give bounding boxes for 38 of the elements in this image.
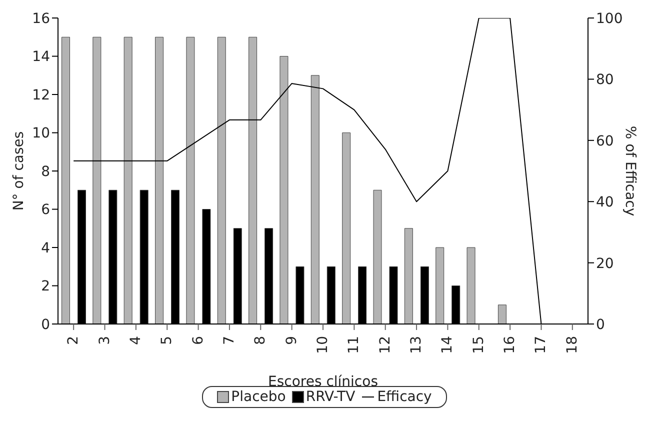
y-tick-label: 14	[32, 49, 50, 66]
x-tick-label: 8	[252, 336, 269, 345]
x-tick-label: 2	[66, 336, 82, 345]
y2-tick-label: 100	[596, 10, 623, 27]
x-tick-label: 14	[440, 336, 456, 354]
y-tick-label: 16	[32, 10, 50, 27]
x-tick-label: 5	[159, 336, 176, 345]
x-tick-label: 3	[96, 336, 113, 345]
x-tick-label: 6	[190, 336, 206, 345]
x-tick-label: 17	[533, 336, 550, 354]
legend-label: RRV-TV	[304, 389, 356, 405]
y-tick-label: 4	[41, 240, 50, 256]
x-tick-label: 7	[221, 336, 238, 345]
x-tick-label: 15	[470, 336, 487, 354]
x-tick-label: 9	[284, 336, 300, 345]
y2-tick-label: 0	[596, 316, 605, 333]
x-tick-label: 10	[315, 336, 331, 354]
y-axis-title: N° of cases	[10, 131, 27, 211]
y-tick-label: 6	[41, 202, 50, 218]
y-tick-label: 2	[41, 278, 50, 295]
y2-tick-label: 60	[596, 133, 614, 150]
x-tick-label: 13	[408, 336, 425, 354]
y2-tick-label: 40	[596, 194, 614, 211]
x-tick-label: 16	[502, 336, 518, 354]
legend-label: Efficacy	[376, 389, 432, 405]
y-tick-label: 0	[41, 316, 50, 333]
legend-label: Placebo	[230, 389, 286, 405]
y2-tick-label: 20	[596, 256, 614, 272]
y2-axis-title: % of Efficacy	[622, 126, 638, 216]
x-tick-label: 4	[128, 336, 144, 345]
x-axis-title: Escores clínicos	[268, 374, 378, 390]
y-tick-label: 8	[41, 164, 50, 180]
y-tick-label: 12	[32, 87, 50, 104]
y-tick-label: 10	[32, 126, 50, 142]
x-tick-label: 12	[377, 336, 394, 354]
y2-tick-label: 80	[596, 72, 614, 88]
x-tick-label: 11	[346, 336, 362, 354]
x-tick-label: 18	[564, 336, 580, 354]
